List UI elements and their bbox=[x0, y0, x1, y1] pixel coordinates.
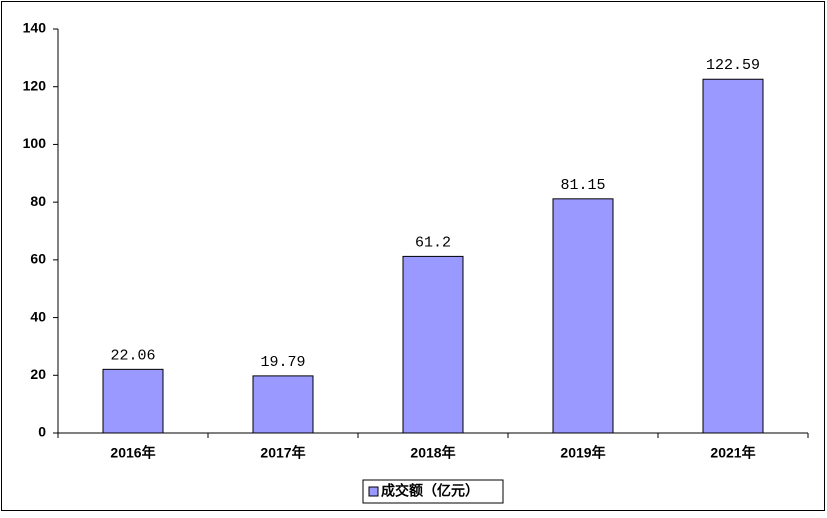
bar bbox=[702, 78, 764, 434]
y-tick-label: 60 bbox=[30, 251, 46, 267]
value-label: 122.59 bbox=[706, 57, 760, 74]
value-label: 22.06 bbox=[110, 347, 155, 364]
y-tick-label: 0 bbox=[38, 424, 46, 440]
y-tick-label: 20 bbox=[30, 366, 46, 382]
legend-swatch bbox=[368, 486, 379, 497]
value-label: 61.2 bbox=[415, 234, 451, 251]
x-tick-label: 2016年 bbox=[110, 445, 155, 461]
x-tick-label: 2021年 bbox=[710, 445, 755, 461]
y-tick-label: 140 bbox=[23, 20, 47, 36]
legend-box bbox=[362, 479, 504, 504]
value-label: 81.15 bbox=[560, 177, 605, 194]
x-tick-label: 2018年 bbox=[410, 445, 455, 461]
x-tick-label: 2017年 bbox=[260, 445, 305, 461]
y-tick-label: 100 bbox=[23, 135, 47, 151]
bar bbox=[402, 255, 464, 434]
bar bbox=[102, 368, 164, 434]
legend-label: 成交额（亿元） bbox=[381, 483, 479, 499]
y-tick-label: 120 bbox=[23, 77, 47, 93]
x-tick-label: 2019年 bbox=[560, 445, 605, 461]
y-tick-label: 40 bbox=[30, 308, 46, 324]
value-label: 19.79 bbox=[260, 354, 305, 371]
bar bbox=[552, 198, 614, 434]
y-tick-label: 80 bbox=[30, 193, 46, 209]
bar bbox=[252, 375, 314, 434]
